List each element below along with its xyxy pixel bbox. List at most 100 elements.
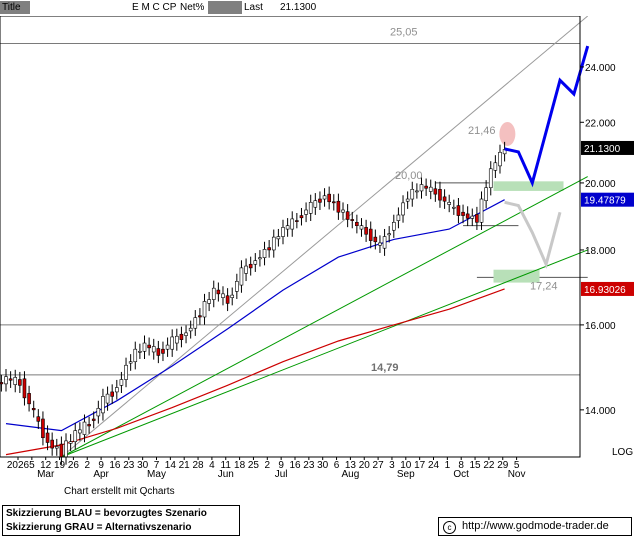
candle-body: [373, 236, 378, 243]
candle-body: [105, 393, 110, 404]
y-tick-label: 24.000: [585, 63, 616, 74]
level-labels: 25,05 21,46 20,00 17,24 14,79: [371, 27, 558, 374]
x-tick-label: 16: [289, 460, 301, 471]
month-label: Mar: [37, 469, 55, 480]
candle-body: [308, 202, 313, 214]
candle-body: [147, 344, 151, 349]
candle-body: [221, 293, 225, 298]
change-label: Net%: [178, 1, 208, 14]
candle-body: [64, 440, 68, 458]
x-tick-label: 23: [303, 460, 315, 471]
x-tick-label: 4: [209, 460, 215, 471]
candle-body: [447, 202, 452, 205]
x-tick-label: 25: [248, 460, 260, 471]
candle-body: [41, 418, 45, 439]
candle-body: [424, 185, 428, 189]
x-tick-label: 24: [428, 460, 440, 471]
candle-body: [327, 193, 331, 203]
x-tick-label: 30: [137, 460, 149, 471]
candle-body: [276, 236, 281, 240]
candle-body: [322, 195, 327, 200]
candle-body: [133, 348, 138, 363]
candle-body: [36, 416, 41, 422]
candle-body: [193, 317, 198, 329]
support-zone-upper: [493, 181, 564, 191]
title-label: Title: [0, 1, 30, 14]
candle-body: [0, 382, 4, 385]
source-url[interactable]: http://www.godmode-trader.de: [462, 520, 609, 532]
copyright-icon: c: [443, 521, 456, 534]
scenario-legend: Skizzierung BLAU = bevorzugtes Szenario …: [2, 505, 240, 536]
x-tick-label: 5: [29, 460, 35, 471]
last-value: 21.1300: [280, 2, 317, 13]
month-label: Aug: [342, 469, 360, 480]
trend-line: [61, 249, 588, 458]
y-tick-label: 20.000: [585, 179, 616, 190]
candle-body: [465, 213, 470, 219]
candle-body: [82, 421, 87, 435]
x-tick-label: 2: [84, 460, 90, 471]
candle-body: [488, 168, 493, 189]
candle-body: [216, 289, 221, 295]
candle-body: [350, 219, 355, 221]
candle-body: [299, 215, 304, 219]
red-ma-text: 16.93026: [584, 285, 626, 296]
symbol-name: E M C CP: [132, 2, 177, 13]
candle-body: [50, 439, 54, 449]
candle-body: [27, 393, 31, 405]
x-tick-label: 11: [221, 460, 232, 471]
candle-body: [410, 189, 415, 200]
source-box[interactable]: c http://www.godmode-trader.de: [438, 517, 632, 536]
candle-body: [161, 348, 165, 354]
candle-body: [359, 225, 364, 230]
x-tick-label: 26: [68, 460, 80, 471]
candle-body: [211, 287, 216, 300]
month-label: Oct: [453, 469, 469, 480]
candle-body: [391, 221, 396, 231]
candle-body: [101, 396, 105, 414]
level-label: 17,24: [530, 280, 558, 292]
x-tick-label: 3: [389, 460, 395, 471]
candlesticks: [0, 141, 507, 465]
month-label: Nov: [508, 469, 526, 480]
x-tick-label: 28: [192, 460, 204, 471]
candle-body: [493, 162, 498, 171]
x-tick-label: 21: [179, 460, 191, 471]
trend-line: [61, 15, 589, 458]
x-tick-label: 16: [109, 460, 121, 471]
candle-body: [479, 198, 484, 223]
candle-body: [290, 218, 295, 230]
candle-body: [378, 242, 382, 246]
candle-body: [119, 379, 124, 386]
candle-body: [73, 430, 78, 442]
candle-body: [442, 196, 447, 202]
scenario-zones: [493, 121, 564, 283]
candle-body: [78, 429, 82, 434]
candle-body: [115, 387, 119, 393]
x-tick-label: 6: [334, 460, 340, 471]
x-tick-label: 8: [458, 460, 464, 471]
candle-body: [87, 424, 91, 427]
candle-body: [59, 443, 64, 458]
candle-body: [230, 294, 235, 298]
legend-blue: Skizzierung BLAU = bevorzugtes Szenario: [6, 508, 207, 519]
candle-body: [475, 214, 479, 223]
candle-body: [207, 299, 211, 304]
scenario-sketches: [504, 45, 590, 269]
blue-ma-box: [581, 192, 634, 207]
x-tick-label: 10: [400, 460, 412, 471]
x-tick-label: 19: [54, 460, 66, 471]
blue-scenario-line: [504, 45, 590, 188]
candle-body: [484, 187, 488, 201]
candle-body: [382, 236, 387, 249]
candle-body: [433, 188, 438, 195]
level-label: 14,79: [371, 362, 399, 374]
x-tick-label: 29: [497, 460, 509, 471]
x-tick-label: 23: [123, 460, 135, 471]
candle-body: [258, 257, 262, 260]
candle-body: [18, 379, 22, 386]
trend-lines: [61, 15, 589, 458]
candle-body: [452, 206, 456, 209]
month-label: Jul: [275, 469, 288, 480]
level-label: 25,05: [390, 27, 418, 39]
